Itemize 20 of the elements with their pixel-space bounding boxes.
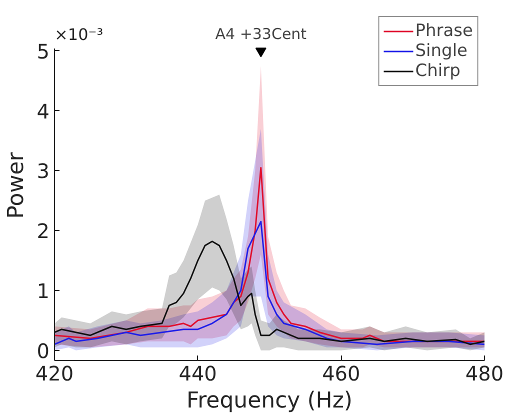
x-tick-label: 420 [35, 362, 74, 386]
y-tick-label: 2 [36, 219, 50, 244]
y-tick-label: 4 [36, 99, 50, 124]
legend-label: Phrase [415, 21, 473, 41]
x-tick-label: 480 [465, 362, 504, 386]
legend-label: Chirp [415, 61, 460, 81]
line-series [54, 166, 484, 342]
text: ×10⁻³ [54, 25, 104, 44]
legend-label: Single [415, 41, 468, 61]
y-tick-label: 3 [36, 159, 50, 184]
x-axis-title: Frequency (Hz) [186, 388, 352, 414]
annotation: A4 +33Cent [215, 24, 307, 43]
line-series [54, 220, 484, 346]
x-tick-label: 440 [178, 362, 217, 386]
y-axis-title: Power [4, 151, 29, 219]
line-series [54, 240, 484, 346]
y-tick-label: 5 [36, 39, 50, 64]
y-tick-label: 1 [36, 278, 50, 303]
x-tick-label: 460 [322, 362, 360, 386]
y-tick-label: 0 [36, 338, 50, 363]
